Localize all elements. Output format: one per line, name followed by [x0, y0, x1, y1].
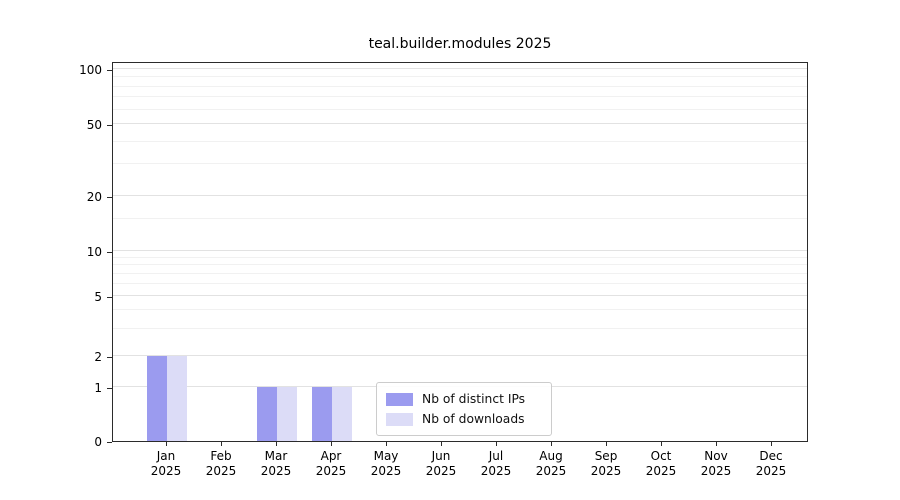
gridline [113, 283, 807, 285]
x-tick-label-aug: Aug 2025 [535, 449, 567, 478]
legend-entry-distinct-ips: Nb of distinct IPs [386, 389, 542, 409]
gridline [113, 76, 807, 78]
legend-entry-downloads: Nb of downloads [386, 409, 542, 429]
x-tick-mark [606, 442, 607, 446]
gridline [113, 250, 807, 251]
gridline [113, 123, 807, 125]
bar-downloads-jan [167, 355, 187, 441]
x-tick-mark [441, 442, 442, 446]
x-tick-mark [771, 442, 772, 446]
chart-title: teal.builder.modules 2025 [368, 36, 552, 52]
y-tick-mark [107, 252, 112, 253]
y-tick-mark [107, 356, 112, 358]
x-tick-label-jun: Jun 2025 [425, 449, 457, 478]
gridline [113, 328, 807, 330]
gridline [113, 140, 807, 142]
y-tick-mark [107, 388, 112, 390]
gridline [113, 354, 807, 356]
gridline [113, 309, 807, 311]
x-tick-label-may: May 2025 [370, 449, 402, 478]
x-tick-label-nov: Nov 2025 [700, 449, 732, 478]
legend: Nb of distinct IPs Nb of downloads [376, 382, 552, 436]
x-tick-mark [166, 442, 167, 446]
y-tick-label: 50 [86, 118, 102, 133]
y-tick-label: 100 [79, 62, 102, 77]
x-tick-mark [386, 442, 387, 446]
x-tick-label-mar: Mar 2025 [260, 449, 292, 478]
legend-swatch-distinct-ips [386, 392, 413, 406]
y-tick-label: 5 [94, 289, 102, 304]
x-tick-mark [551, 442, 552, 446]
gridline [113, 256, 807, 258]
x-tick-mark [276, 442, 277, 446]
gridline [113, 85, 807, 87]
legend-label-distinct-ips: Nb of distinct IPs [422, 392, 526, 406]
y-tick-label: 20 [86, 189, 102, 204]
y-tick-label: 0 [94, 435, 102, 449]
y-tick-label: 10 [86, 245, 102, 259]
gridline [113, 67, 807, 69]
gridline [113, 217, 807, 219]
x-tick-mark [221, 442, 222, 446]
y-tick-mark [107, 442, 112, 443]
legend-swatch-downloads [386, 412, 413, 426]
x-tick-label-apr: Apr 2025 [315, 449, 347, 478]
gridline [113, 264, 807, 266]
bar-downloads-mar [277, 387, 297, 441]
gridline [113, 108, 807, 110]
gridline [113, 273, 807, 275]
bar-downloads-apr [332, 387, 352, 441]
x-tick-label-jan: Jan 2025 [150, 449, 182, 478]
x-tick-mark [496, 442, 497, 446]
gridline [113, 194, 807, 196]
bar-distinct-ips-mar [257, 387, 277, 441]
x-tick-label-jul: Jul 2025 [480, 449, 512, 478]
gridline [113, 163, 807, 165]
bar-distinct-ips-apr [312, 387, 332, 441]
y-tick-label: 1 [94, 381, 102, 396]
y-tick-mark [107, 296, 112, 298]
bar-distinct-ips-jan [147, 355, 167, 441]
y-tick-mark [107, 196, 112, 198]
x-tick-mark [331, 442, 332, 446]
x-tick-mark [716, 442, 717, 446]
y-tick-label: 2 [94, 349, 102, 364]
x-tick-label-oct: Oct 2025 [645, 449, 677, 478]
y-tick-mark [107, 125, 112, 127]
x-tick-label-dec: Dec 2025 [755, 449, 787, 478]
x-tick-label-sep: Sep 2025 [590, 449, 622, 478]
gridline [113, 96, 807, 98]
x-tick-mark [661, 442, 662, 446]
x-tick-label-feb: Feb 2025 [205, 449, 237, 478]
gridline [113, 294, 807, 296]
legend-label-downloads: Nb of downloads [422, 412, 525, 426]
y-tick-mark [107, 69, 112, 71]
chart-plot-area: Nb of distinct IPs Nb of downloads [112, 62, 808, 442]
